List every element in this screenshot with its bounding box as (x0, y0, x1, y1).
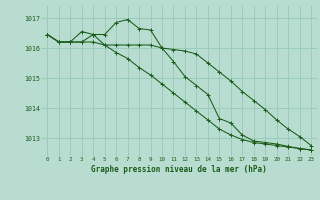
X-axis label: Graphe pression niveau de la mer (hPa): Graphe pression niveau de la mer (hPa) (91, 165, 267, 174)
